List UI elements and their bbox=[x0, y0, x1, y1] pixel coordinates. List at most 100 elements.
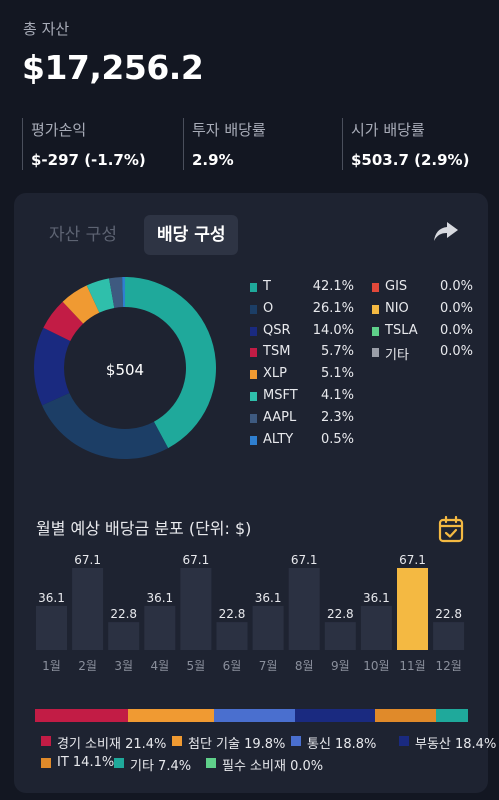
bar-3[interactable] bbox=[108, 622, 140, 650]
tab-dividend-composition[interactable]: 배당 구성 bbox=[144, 215, 239, 255]
donut-slice-xlp bbox=[62, 285, 100, 324]
stat-label: 시가 배당률 bbox=[351, 121, 425, 139]
sector-color-swatch bbox=[206, 758, 216, 768]
sector-label: 부동산 18.4% bbox=[415, 737, 497, 752]
sector-color-swatch bbox=[172, 736, 182, 746]
sector-label: 통신 18.8% bbox=[307, 737, 377, 752]
legend-color-swatch bbox=[250, 391, 257, 401]
total-assets-label: 총 자산 bbox=[23, 20, 70, 38]
legend-ticker: TSLA bbox=[385, 322, 418, 338]
legend-item: QSR 14.0% bbox=[250, 323, 360, 345]
bar-value-label: 36.1 bbox=[363, 591, 390, 605]
stat-value: $503.7 (2.9%) bbox=[351, 151, 470, 169]
bar-8[interactable] bbox=[288, 568, 320, 650]
legend-color-swatch bbox=[250, 326, 257, 336]
sector-distribution-bar bbox=[35, 709, 468, 722]
sector-label: 경기 소비재 21.4% bbox=[57, 737, 167, 752]
bar-value-label: 22.8 bbox=[219, 607, 246, 621]
legend-item: TSM 5.7% bbox=[250, 344, 360, 366]
bar-11[interactable] bbox=[397, 568, 428, 650]
legend-percentage: 0.0% bbox=[439, 322, 473, 338]
legend-item: O 26.1% bbox=[250, 301, 360, 323]
calendar-check-icon[interactable] bbox=[438, 515, 464, 543]
sector-segment bbox=[127, 709, 214, 722]
sector-color-swatch bbox=[41, 736, 51, 746]
stat-unrealized-pnl: 평가손익 $-297 (-1.7%) bbox=[22, 118, 182, 170]
sector-segment bbox=[295, 709, 375, 722]
bar-10[interactable] bbox=[360, 605, 392, 650]
bar-12[interactable] bbox=[433, 622, 465, 650]
legend-item: ALTY 0.5% bbox=[250, 432, 360, 454]
legend-percentage: 0.0% bbox=[439, 279, 473, 294]
legend-ticker: GIS bbox=[385, 279, 408, 294]
bar-9[interactable] bbox=[324, 622, 356, 650]
bar-6[interactable] bbox=[216, 622, 248, 650]
bar-7[interactable] bbox=[252, 605, 284, 650]
bar-value-label: 22.8 bbox=[327, 607, 354, 621]
stat-investment-yield: 투자 배당률 2.9% bbox=[183, 118, 343, 170]
legend-ticker: ALTY bbox=[263, 431, 294, 447]
monthly-dividend-title: 월별 예상 배당금 분포 (단위: $) bbox=[36, 519, 252, 538]
month-tick-label: 8월 bbox=[295, 659, 314, 673]
month-tick-label: 12월 bbox=[435, 659, 461, 673]
stat-label: 투자 배당률 bbox=[192, 121, 266, 139]
donut-slice-o bbox=[42, 393, 169, 459]
sector-color-swatch bbox=[41, 758, 51, 768]
legend-ticker: O bbox=[263, 300, 274, 316]
legend-ticker: AAPL bbox=[263, 409, 297, 425]
legend-percentage: 2.3% bbox=[320, 409, 354, 425]
sector-legend: 경기 소비재 21.4% 첨단 기술 19.8% 통신 18.8% 부동산 18.4%… bbox=[41, 733, 496, 777]
legend-color-swatch bbox=[372, 326, 379, 336]
legend-color-swatch bbox=[250, 370, 257, 380]
legend-color-swatch bbox=[250, 413, 257, 423]
legend-percentage: 26.1% bbox=[312, 300, 354, 316]
tab-asset-composition[interactable]: 자산 구성 bbox=[49, 225, 117, 245]
donut-center-label: $504 bbox=[105, 361, 145, 379]
share-icon[interactable] bbox=[432, 219, 460, 245]
legend-item: XLP 5.1% bbox=[250, 366, 360, 388]
legend-percentage: 5.7% bbox=[320, 344, 354, 360]
donut-slice-t bbox=[125, 277, 216, 449]
stat-market-yield: 시가 배당률 $503.7 (2.9%) bbox=[342, 118, 482, 170]
month-tick-label: 4월 bbox=[150, 659, 169, 673]
bar-value-label: 67.1 bbox=[291, 553, 318, 567]
donut-slice-msft bbox=[86, 278, 115, 313]
total-assets-value: $17,256.2 bbox=[22, 48, 204, 87]
legend-color-swatch bbox=[372, 304, 379, 314]
month-tick-label: 11월 bbox=[399, 659, 425, 673]
sector-color-swatch bbox=[399, 736, 409, 746]
legend-color-swatch bbox=[250, 304, 257, 314]
bar-value-label: 67.1 bbox=[74, 553, 101, 567]
monthly-dividend-bar-chart: 36.1 1월 67.1 2월 22.8 3월 36.1 4월 67.1 5월 22.8 6월 36.1… bbox=[36, 553, 465, 673]
legend-item: T 42.1% bbox=[250, 279, 360, 301]
sector-label: IT 14.1% bbox=[57, 755, 115, 770]
composition-card: 자산 구성 배당 구성 $504 T 42.1% O 26.1% QSR 14.0% TSM… bbox=[14, 193, 496, 793]
legend-item: NIO 0.0% bbox=[372, 301, 482, 323]
bar-2[interactable] bbox=[72, 568, 104, 650]
sector-label: 필수 소비재 0.0% bbox=[222, 759, 324, 774]
month-tick-label: 7월 bbox=[259, 659, 278, 673]
bar-5[interactable] bbox=[180, 568, 212, 650]
stats-row: 평가손익 $-297 (-1.7%) 투자 배당률 2.9% 시가 배당률 $5… bbox=[22, 118, 482, 170]
legend-color-swatch bbox=[250, 435, 257, 445]
legend-item: GIS 0.0% bbox=[372, 279, 482, 301]
month-tick-label: 10월 bbox=[363, 659, 389, 673]
legend-ticker: MSFT bbox=[263, 387, 298, 403]
bar-4[interactable] bbox=[144, 605, 176, 650]
sector-legend-row: IT 14.1% 기타 7.4% 필수 소비재 0.0% bbox=[41, 755, 481, 777]
legend-item: MSFT 4.1% bbox=[250, 388, 360, 410]
bar-value-label: 67.1 bbox=[183, 553, 210, 567]
bar-value-label: 22.8 bbox=[110, 607, 137, 621]
legend-ticker: T bbox=[263, 279, 271, 294]
legend-item: 기타 0.0% bbox=[372, 344, 482, 366]
month-tick-label: 2월 bbox=[78, 659, 97, 673]
sector-legend-row: 경기 소비재 21.4% 첨단 기술 19.8% 통신 18.8% 부동산 18.4% bbox=[41, 733, 496, 755]
stat-label: 평가손익 bbox=[31, 121, 87, 139]
stat-value: $-297 (-1.7%) bbox=[31, 151, 146, 169]
bar-value-label: 36.1 bbox=[255, 591, 282, 605]
legend-percentage: 0.0% bbox=[439, 344, 473, 360]
donut-slice-qsr bbox=[34, 327, 71, 406]
bar-1[interactable] bbox=[36, 605, 67, 650]
sector-label: 기타 7.4% bbox=[130, 759, 192, 774]
legend-percentage: 5.1% bbox=[320, 366, 354, 382]
